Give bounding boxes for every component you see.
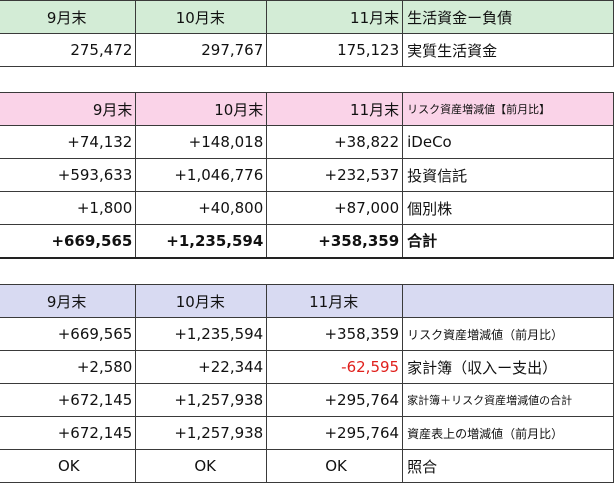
cell-oct: +1,257,938 bbox=[135, 383, 268, 417]
risk-assets-table: 9月末 10月末 11月末 リスク資産増減値【前月比】 +74,132 +148… bbox=[0, 92, 614, 259]
cell-oct: +40,800 bbox=[135, 191, 268, 225]
table-row: +672,145 +1,257,938 +295,764 資産表上の増減値（前月… bbox=[0, 416, 614, 450]
row-label: 合計 bbox=[402, 224, 614, 259]
header-oct: 10月末 bbox=[135, 284, 268, 318]
cell-sep: +593,633 bbox=[0, 158, 137, 192]
cell-oct: 297,767 bbox=[135, 33, 268, 67]
header-label bbox=[402, 284, 614, 318]
header-label: リスク資産増減値【前月比】 bbox=[402, 92, 614, 126]
table-row: +672,145 +1,257,938 +295,764 家計簿＋リスク資産増減… bbox=[0, 383, 614, 417]
check-oct: OK bbox=[135, 449, 268, 483]
header-nov: 11月末 bbox=[266, 0, 404, 34]
header-sep: 9月末 bbox=[0, 0, 137, 34]
cell-nov: +358,359 bbox=[266, 224, 404, 259]
row-label: 家計簿（収入ー支出） bbox=[402, 350, 614, 384]
table-row: +593,633 +1,046,776 +232,537 投資信託 bbox=[0, 158, 614, 192]
cell-sep: 275,472 bbox=[0, 33, 137, 67]
row-label: 資産表上の増減値（前月比） bbox=[402, 416, 614, 450]
cell-sep: +672,145 bbox=[0, 416, 137, 450]
cell-nov: +87,000 bbox=[266, 191, 404, 225]
row-label: 照合 bbox=[402, 449, 614, 483]
cell-oct: +1,235,594 bbox=[135, 224, 268, 259]
table-row: +74,132 +148,018 +38,822 iDeCo bbox=[0, 125, 614, 159]
cell-nov: +232,537 bbox=[266, 158, 404, 192]
check-sep: OK bbox=[0, 449, 137, 483]
header-sep: 9月末 bbox=[0, 92, 137, 126]
header-oct: 10月末 bbox=[135, 0, 268, 34]
row-label: リスク資産増減値（前月比） bbox=[402, 317, 614, 351]
living-funds-table: 9月末 10月末 11月末 生活資金ー負債 275,472 297,767 17… bbox=[0, 0, 614, 67]
cell-nov: +295,764 bbox=[266, 383, 404, 417]
row-label: iDeCo bbox=[402, 125, 614, 159]
header-oct: 10月末 bbox=[135, 92, 268, 126]
check-nov: OK bbox=[266, 449, 404, 483]
row-label: 家計簿＋リスク資産増減値の合計 bbox=[402, 383, 614, 417]
cell-oct: +22,344 bbox=[135, 350, 268, 384]
header-label: 生活資金ー負債 bbox=[402, 0, 614, 34]
cell-sep: +74,132 bbox=[0, 125, 137, 159]
table-header-row: 9月末 10月末 11月末 生活資金ー負債 bbox=[0, 0, 614, 34]
row-label: 実質生活資金 bbox=[402, 33, 614, 67]
cell-sep: +669,565 bbox=[0, 224, 137, 259]
row-label: 個別株 bbox=[402, 191, 614, 225]
cell-nov: +358,359 bbox=[266, 317, 404, 351]
cell-oct: +148,018 bbox=[135, 125, 268, 159]
cell-sep: +669,565 bbox=[0, 317, 137, 351]
reconciliation-table: 9月末 10月末 11月末 +669,565 +1,235,594 +358,3… bbox=[0, 284, 614, 483]
cell-nov-negative: -62,595 bbox=[266, 350, 404, 384]
table-row: +669,565 +1,235,594 +358,359 リスク資産増減値（前月… bbox=[0, 317, 614, 351]
cell-oct: +1,235,594 bbox=[135, 317, 268, 351]
cell-nov: +38,822 bbox=[266, 125, 404, 159]
header-sep: 9月末 bbox=[0, 284, 137, 318]
cell-sep: +1,800 bbox=[0, 191, 137, 225]
table-row: 275,472 297,767 175,123 実質生活資金 bbox=[0, 33, 614, 67]
cell-oct: +1,257,938 bbox=[135, 416, 268, 450]
cell-sep: +2,580 bbox=[0, 350, 137, 384]
table-row: OK OK OK 照合 bbox=[0, 449, 614, 483]
table-header-row: 9月末 10月末 11月末 リスク資産増減値【前月比】 bbox=[0, 92, 614, 126]
table-row: +1,800 +40,800 +87,000 個別株 bbox=[0, 191, 614, 225]
total-row: +669,565 +1,235,594 +358,359 合計 bbox=[0, 224, 614, 259]
header-nov: 11月末 bbox=[266, 284, 404, 318]
cell-oct: +1,046,776 bbox=[135, 158, 268, 192]
table-row: +2,580 +22,344 -62,595 家計簿（収入ー支出） bbox=[0, 350, 614, 384]
cell-nov: 175,123 bbox=[266, 33, 404, 67]
table-header-row: 9月末 10月末 11月末 bbox=[0, 284, 614, 318]
cell-nov: +295,764 bbox=[266, 416, 404, 450]
row-label: 投資信託 bbox=[402, 158, 614, 192]
header-nov: 11月末 bbox=[266, 92, 404, 126]
cell-sep: +672,145 bbox=[0, 383, 137, 417]
